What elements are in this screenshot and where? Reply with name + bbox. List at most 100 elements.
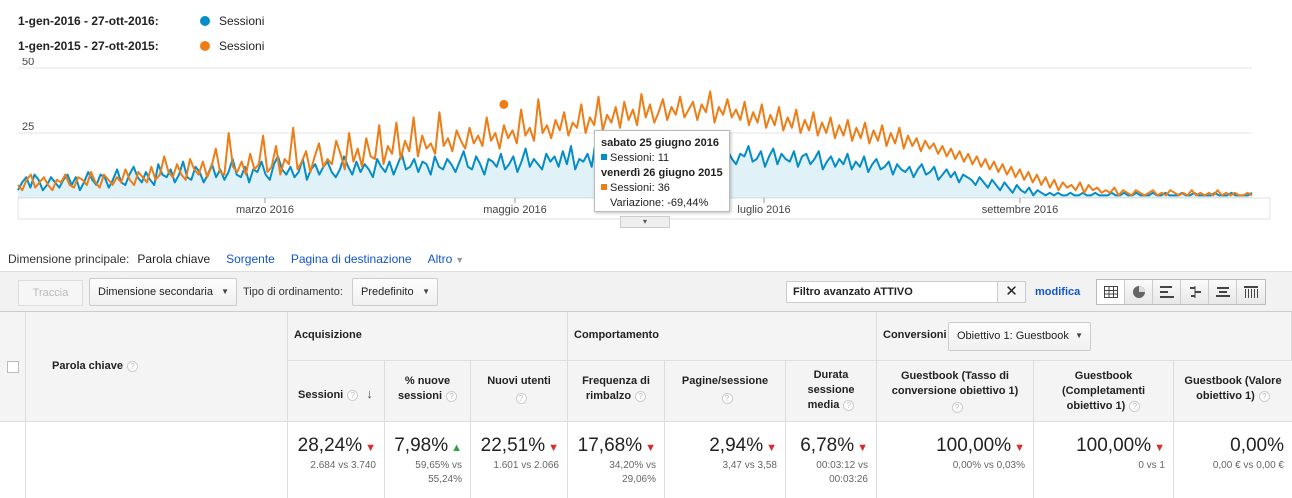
totals-comparison-values: 59,65% vs 55,24% bbox=[415, 460, 462, 485]
totals-percent-change: 28,24% ▼ bbox=[288, 435, 384, 457]
col-header-label: Frequenza di rimbalzo bbox=[582, 375, 650, 402]
totals-cell: 2,94% ▼ 3,47 vs 3,58 bbox=[665, 422, 786, 498]
dimension-source-link[interactable]: Sorgente bbox=[226, 252, 275, 266]
pie-chart-icon bbox=[1132, 286, 1145, 298]
totals-percent-change: 100,00% ▼ bbox=[877, 435, 1033, 457]
totals-cell: 28,24% ▼ 2.684 vs 3.740 bbox=[288, 422, 385, 498]
totals-comparison-values: 34,20% vs 29,06% bbox=[609, 460, 656, 485]
totals-comparison-values: 3,47 vs 3,58 bbox=[722, 460, 777, 471]
totals-cell: 6,78% ▼ 00:03:12 vs 00:03:26 bbox=[786, 422, 877, 498]
edit-filter-link[interactable]: modifica bbox=[1035, 286, 1081, 298]
col-header-goal-rate-inner: Guestbook (Tasso di conversione obiettiv… bbox=[877, 361, 1033, 414]
chart-collapse-tab[interactable]: ▾ bbox=[620, 216, 670, 228]
y-tick-label: 25 bbox=[22, 121, 34, 133]
col-header-label: Durata sessione media bbox=[807, 369, 855, 411]
totals-percent-change: 6,78% ▼ bbox=[786, 435, 876, 457]
data-table: Parola chiave? Acquisizione Comportament… bbox=[0, 311, 1292, 498]
arrow-down-icon: ▼ bbox=[1014, 442, 1025, 454]
pie-view-button[interactable] bbox=[1125, 280, 1153, 304]
totals-cell: 22,51% ▼ 1.601 vs 2.066 bbox=[471, 422, 568, 498]
dimension-more-menu[interactable]: Altro ▼ bbox=[428, 252, 465, 266]
totals-comparison-values: 1.601 vs 2.066 bbox=[493, 460, 559, 471]
arrow-down-icon: ▼ bbox=[645, 442, 656, 454]
percent-change-value: 6,78% bbox=[800, 435, 855, 456]
chart-tooltip: sabato 25 giugno 2016 Sessioni: 11 vener… bbox=[594, 130, 730, 212]
help-icon[interactable]: ? bbox=[635, 390, 647, 402]
col-header-goal-rate[interactable]: Guestbook (Tasso di conversione obiettiv… bbox=[877, 361, 1034, 422]
acquisition-group-header: Acquisizione bbox=[288, 312, 568, 361]
help-icon[interactable]: ? bbox=[126, 360, 138, 372]
sort-type-label: Tipo di ordinamento: bbox=[243, 286, 343, 298]
select-all-checkbox[interactable] bbox=[7, 361, 19, 373]
totals-comparison-values: 0,00 € vs 0,00 € bbox=[1212, 460, 1284, 471]
dimension-landing-page-link[interactable]: Pagina di destinazione bbox=[290, 252, 412, 266]
sort-type-select[interactable]: Predefinito ▼ bbox=[352, 278, 438, 306]
col-header-label: % nuove sessioni bbox=[397, 375, 451, 402]
secondary-dimension-select[interactable]: Dimensione secondaria ▼ bbox=[89, 278, 237, 306]
tooltip-variation: Variazione: -69,44% bbox=[610, 197, 709, 209]
percent-change-value: 22,51% bbox=[480, 435, 546, 456]
legend-row-2016: 1-gen-2016 - 27-ott-2016: Sessioni bbox=[18, 8, 264, 33]
term-cloud-view-button[interactable] bbox=[1209, 280, 1237, 304]
tooltip-swatch bbox=[601, 184, 607, 190]
col-header-sessions[interactable]: Sessioni? ↓ bbox=[288, 361, 385, 422]
legend-series-name: Sessioni bbox=[219, 38, 265, 53]
col-header-pages-session[interactable]: Pagine/sessione? bbox=[665, 361, 786, 422]
acquisition-group-title: Acquisizione bbox=[294, 329, 362, 341]
col-header-goal-value[interactable]: Guestbook (Valore obiettivo 1)? bbox=[1174, 361, 1292, 422]
col-header-new-sessions[interactable]: % nuove sessioni? bbox=[385, 361, 471, 422]
legend-swatch bbox=[200, 40, 210, 51]
col-header-new-users-inner: Nuovi utenti? bbox=[471, 361, 567, 404]
advanced-filter-field[interactable]: Filtro avanzato ATTIVO bbox=[786, 281, 998, 303]
bar-list-icon bbox=[1159, 286, 1174, 298]
select-all-cell bbox=[0, 312, 26, 422]
secondary-dimension-label: Dimensione secondaria bbox=[98, 286, 213, 298]
plot-rows-button[interactable]: Traccia righe bbox=[18, 280, 83, 323]
help-icon[interactable]: ? bbox=[721, 393, 733, 404]
totals-cell: 100,00% ▼ 0,00% vs 0,03% bbox=[877, 422, 1034, 498]
comparison-view-button[interactable] bbox=[1181, 280, 1209, 304]
series-line bbox=[17, 90, 1253, 197]
col-header-avg-duration[interactable]: Durata sessione media? bbox=[786, 361, 877, 422]
totals-percent-change: 22,51% ▼ bbox=[471, 435, 567, 457]
arrow-down-icon: ▼ bbox=[1154, 442, 1165, 454]
totals-cell: 100,00% ▼ 0 vs 1 bbox=[1034, 422, 1174, 498]
totals-percent-change: 7,98% ▲ bbox=[385, 435, 470, 457]
pivot-view-button[interactable] bbox=[1237, 280, 1265, 304]
percent-change-value: 100,00% bbox=[936, 435, 1012, 456]
chart-legend: 1-gen-2016 - 27-ott-2016: Sessioni 1-gen… bbox=[18, 8, 264, 58]
help-icon[interactable]: ? bbox=[843, 399, 855, 411]
totals-percent-change: 0,00% bbox=[1174, 435, 1292, 457]
help-icon[interactable]: ? bbox=[347, 389, 359, 401]
col-header-new-users[interactable]: Nuovi utenti? bbox=[471, 361, 568, 422]
sort-arrow-icon: ↓ bbox=[366, 386, 373, 401]
sort-type-value: Predefinito bbox=[361, 286, 414, 298]
legend-range: 1-gen-2015 - 27-ott-2015: bbox=[18, 38, 159, 53]
help-icon[interactable]: ? bbox=[515, 393, 527, 404]
totals-percent-change: 2,94% ▼ bbox=[665, 435, 785, 457]
totals-percent-change: 100,00% ▼ bbox=[1034, 435, 1173, 457]
totals-cell: 7,98% ▲ 59,65% vs 55,24% bbox=[385, 422, 471, 498]
dimension-keyword[interactable]: Parola chiave bbox=[137, 252, 211, 266]
tooltip-value-current: Sessioni: 11 bbox=[610, 152, 670, 164]
col-header-bounce-rate[interactable]: Frequenza di rimbalzo? bbox=[568, 361, 665, 422]
col-header-sessions-inner: Sessioni? ↓ bbox=[288, 361, 384, 403]
x-tick-label: settembre 2016 bbox=[982, 204, 1058, 216]
arrow-up-icon: ▲ bbox=[451, 442, 462, 454]
table-view-button[interactable] bbox=[1097, 280, 1125, 304]
help-icon[interactable]: ? bbox=[446, 390, 458, 402]
term-cloud-icon bbox=[1215, 287, 1230, 297]
help-icon[interactable]: ? bbox=[951, 401, 963, 413]
col-header-goal-completions[interactable]: Guestbook (Completamenti obiettivo 1)? bbox=[1034, 361, 1174, 422]
performance-view-button[interactable] bbox=[1153, 280, 1181, 304]
table-toolbar: Traccia righe Dimensione secondaria ▼ Ti… bbox=[0, 271, 1292, 323]
col-header-goal-value-inner: Guestbook (Valore obiettivo 1)? bbox=[1174, 361, 1292, 404]
help-icon[interactable]: ? bbox=[1129, 400, 1141, 412]
help-icon[interactable]: ? bbox=[1258, 390, 1270, 402]
goal-select[interactable]: Obiettivo 1: Guestbook ▼ bbox=[948, 322, 1091, 351]
totals-check-cell bbox=[0, 422, 26, 498]
legend-swatch bbox=[200, 15, 210, 26]
percent-change-value: 0,00% bbox=[1230, 435, 1284, 456]
clear-filter-button[interactable]: ✕ bbox=[997, 281, 1026, 303]
keyword-header-label: Parola chiave bbox=[52, 360, 123, 372]
